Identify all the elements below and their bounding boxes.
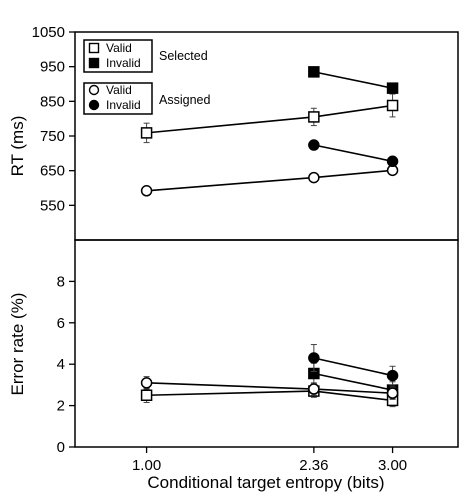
top-point-filled-square [308,66,320,78]
top-y-tick-label: 650 [40,163,65,180]
top-point-open-square [308,111,320,123]
top-y-tick-label: 850 [40,93,65,110]
bottom-point-filled-circle [386,369,399,382]
legend: Valid Invalid Selected Valid Invalid Ass… [83,39,210,115]
x-axis-title: Conditional target entropy (bits) [147,473,384,492]
top-point-filled-circle [308,139,320,151]
bottom-point-open-square [140,389,153,401]
bottom-y-tick-label: 4 [57,356,65,373]
bottom-y-tick-label: 2 [57,398,65,415]
top-point-open-circle [308,171,320,184]
bottom-series-line [313,372,393,391]
top-series-assigned-invalid [308,139,399,168]
bottom-y-tick-label: 8 [57,273,65,290]
top-point-open-square [140,127,153,139]
top-y-ticks: 550 650 750 850 950 1050 [32,24,75,214]
bottom-point-open-circle [386,387,399,399]
legend-label-selected-invalid: Invalid [106,56,141,70]
top-point-open-square [386,99,399,112]
bottom-y-tick-label: 0 [57,439,65,456]
top-y-tick-label: 750 [40,128,65,145]
top-y-tick-label: 950 [40,59,65,76]
top-y-tick-label: 550 [40,197,65,214]
bottom-series-assigned-valid [140,376,399,400]
bottom-series-line [313,357,393,377]
bottom-series-assigned-invalid [308,344,399,386]
top-series [140,66,399,197]
top-point-filled-circle [386,155,399,168]
top-series-selected-invalid [308,66,399,94]
legend-filled-square-marker [88,57,100,69]
x-tick-label: 1.00 [132,457,161,474]
legend-filled-circle-marker [88,99,100,111]
bottom-y-tick-label: 6 [57,315,65,332]
legend-open-square-marker [88,42,100,54]
top-series-line [313,144,393,163]
x-tick-label: 3.00 [378,457,407,474]
top-y-axis-title: RT (ms) [8,116,27,177]
legend-label-selected-valid: Valid [106,41,132,55]
bottom-series [140,344,399,408]
bottom-point-filled-circle [308,352,320,364]
legend-group-title-selected: Selected [159,49,208,63]
bottom-panel-frame [74,239,459,448]
x-tick-label: 2.36 [299,457,328,474]
legend-group-assigned: Valid Invalid Assigned [83,82,210,115]
legend-open-circle-marker [88,84,100,96]
top-panel: 550 650 750 850 950 1050 RT (ms) Valid Invali… [8,24,459,241]
bottom-point-open-circle [308,383,320,395]
legend-group-selected: Valid Invalid Selected [83,39,208,73]
top-point-filled-square [386,82,399,94]
top-series-selected-valid [140,93,399,144]
bottom-x-ticks: 1.00 2.36 3.00 [132,447,407,474]
bottom-y-ticks: 0 2 4 6 8 [57,273,75,456]
bottom-y-axis-title: Error rate (%) [8,293,27,396]
legend-group-title-assigned: Assigned [159,93,210,107]
top-point-open-circle [140,185,153,197]
legend-label-assigned-valid: Valid [106,83,132,97]
top-series-assigned-valid [140,164,399,197]
top-y-tick-label: 1050 [32,24,65,41]
top-series-line [313,71,393,89]
legend-label-assigned-invalid: Invalid [106,98,141,112]
bottom-panel: 0 2 4 6 8 1.00 2.36 3.00 Error rate (%) Condit… [8,239,459,492]
bottom-point-open-circle [140,377,153,389]
